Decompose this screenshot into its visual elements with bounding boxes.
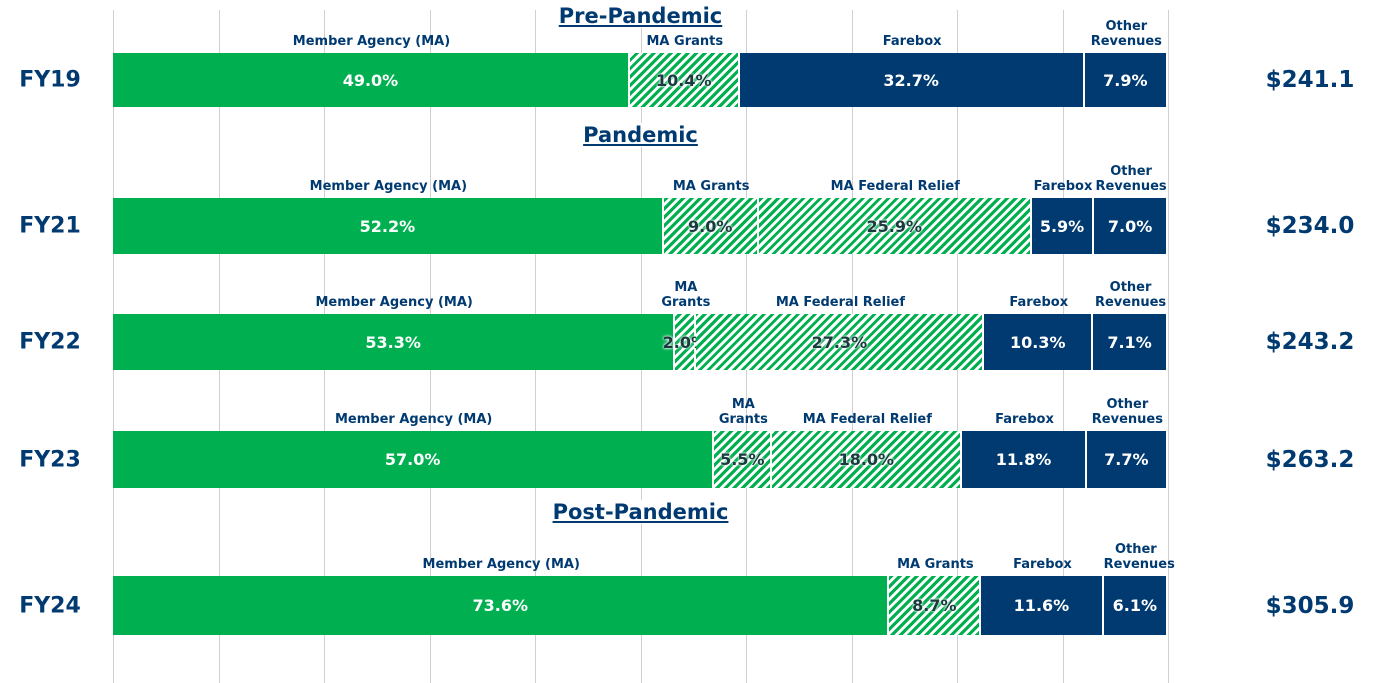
- bar-segment: 6.1%: [1103, 576, 1168, 635]
- bar-segment: 2.0%: [663, 314, 707, 370]
- total-label: $305.9: [1265, 592, 1355, 619]
- segment-label: Farebox: [1033, 179, 1093, 195]
- bar-segment: 5.9%: [1031, 198, 1095, 254]
- segment-label: MA Grants: [672, 179, 750, 195]
- row-label: FY21: [19, 213, 81, 239]
- value-label: 9.0%: [687, 216, 733, 236]
- segment-label: MA Grants: [646, 34, 724, 50]
- value-label: 10.4%: [656, 70, 712, 90]
- section-title: Pandemic: [579, 123, 702, 147]
- row-label: FY23: [19, 447, 81, 472]
- bar-segment: 57.0%: [113, 431, 715, 488]
- bar-segment: 11.6%: [981, 576, 1104, 635]
- bar-segment: 10.4%: [629, 53, 740, 107]
- row-label: FY22: [19, 329, 81, 355]
- value-label: 18.0%: [838, 450, 895, 469]
- segment-label: Member Agency (MA): [315, 295, 473, 311]
- bar-segment: 8.7%: [889, 576, 982, 635]
- bar-segment: 10.3%: [984, 314, 1094, 370]
- value-label: 2.0%: [662, 332, 708, 352]
- segment-label: Farebox: [995, 412, 1054, 428]
- segment-label: Other Revenues: [1095, 164, 1167, 195]
- segment-label: Farebox: [1009, 295, 1069, 311]
- value-label: 25.9%: [866, 216, 923, 236]
- bar-segment: 32.7%: [739, 53, 1085, 107]
- grid-line: [1168, 10, 1169, 683]
- total-label: $243.2: [1265, 329, 1355, 355]
- bar-segment: 27.3%: [696, 314, 985, 370]
- value-label: 53.3%: [365, 332, 421, 352]
- segment-label: MA Federal Relief: [775, 295, 906, 311]
- bar-segment: 5.5%: [714, 431, 773, 488]
- segment-label: Other Revenues: [1103, 542, 1175, 573]
- bar-segment: 25.9%: [758, 198, 1032, 254]
- section-title: Pre-Pandemic: [554, 4, 727, 28]
- value-label: 11.6%: [1013, 596, 1070, 615]
- value-label: 7.9%: [1103, 70, 1148, 90]
- segment-label: Member Agency (MA): [292, 34, 451, 50]
- value-label: 7.0%: [1107, 216, 1153, 236]
- segment-label: MA Grants: [718, 397, 768, 428]
- bar-segment: 11.8%: [962, 431, 1087, 488]
- value-label: 7.1%: [1107, 332, 1152, 352]
- bar-segment: 9.0%: [663, 198, 759, 254]
- bar-segment: 7.1%: [1093, 314, 1168, 370]
- segment-label: Other Revenues: [1091, 397, 1163, 428]
- value-label: 27.3%: [811, 332, 868, 352]
- bar-segment: 73.6%: [113, 576, 890, 635]
- segment-label: MA Federal Relief: [830, 179, 960, 195]
- value-label: 32.7%: [883, 70, 939, 90]
- total-label: $234.0: [1265, 213, 1355, 239]
- bar-segment: 52.2%: [113, 198, 664, 254]
- bar-segment: 49.0%: [113, 53, 630, 107]
- value-label: 49.0%: [342, 70, 399, 90]
- value-label: 5.9%: [1039, 216, 1085, 236]
- value-label: 10.3%: [1009, 332, 1066, 352]
- value-label: 7.7%: [1104, 450, 1149, 469]
- value-label: 8.7%: [912, 596, 957, 615]
- bar-segment: 18.0%: [772, 431, 963, 488]
- segment-label: MA Federal Relief: [802, 412, 932, 428]
- segment-label: MA Grants: [661, 280, 711, 311]
- section-title: Post-Pandemic: [548, 500, 733, 524]
- row-label: FY19: [19, 67, 81, 93]
- total-label: $263.2: [1265, 446, 1355, 473]
- bar-segment: 7.9%: [1084, 53, 1168, 107]
- value-label: 73.6%: [472, 596, 528, 615]
- row-label: FY24: [19, 593, 81, 618]
- value-label: 6.1%: [1112, 596, 1157, 615]
- segment-label: Farebox: [1013, 557, 1072, 573]
- total-label: $241.1: [1265, 67, 1355, 93]
- segment-label: Member Agency (MA): [309, 179, 468, 195]
- value-label: 5.5%: [720, 450, 765, 469]
- segment-label: Farebox: [882, 34, 942, 50]
- value-label: 52.2%: [359, 216, 416, 236]
- segment-label: Member Agency (MA): [334, 412, 493, 428]
- bar-segment: 7.7%: [1086, 431, 1168, 488]
- segment-label: MA Grants: [897, 557, 974, 573]
- bar-segment: 53.3%: [113, 314, 676, 370]
- segment-label: Other Revenues: [1090, 19, 1162, 50]
- segment-label: Member Agency (MA): [422, 557, 580, 573]
- segment-label: Other Revenues: [1094, 280, 1167, 311]
- value-label: 11.8%: [995, 450, 1052, 469]
- value-label: 57.0%: [384, 450, 441, 469]
- bar-segment: 7.0%: [1094, 198, 1168, 254]
